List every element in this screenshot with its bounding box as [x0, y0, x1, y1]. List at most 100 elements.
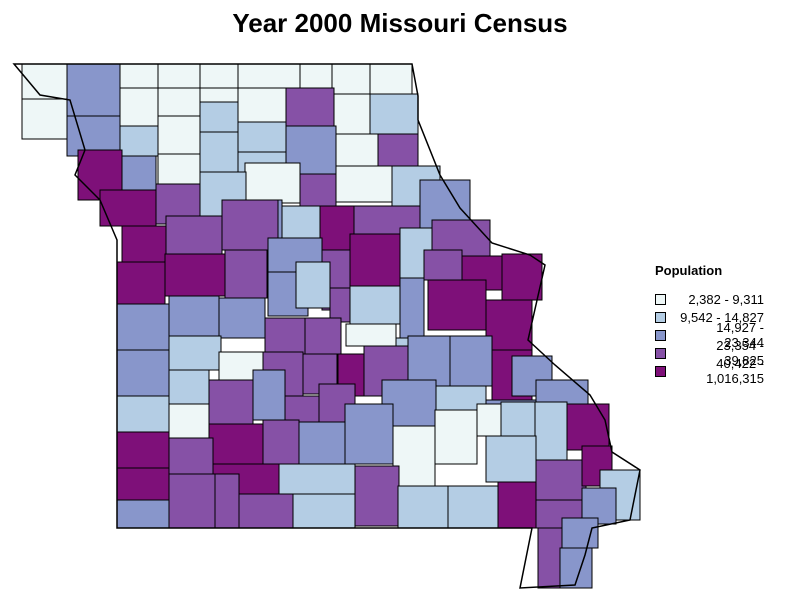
- legend-item: 23,354 - 39,825: [655, 338, 764, 368]
- county: [485, 435, 537, 483]
- county: [157, 115, 201, 155]
- county: [168, 295, 220, 337]
- county: [168, 437, 214, 475]
- county: [116, 303, 170, 351]
- county: [331, 63, 371, 95]
- legend-swatch: [655, 329, 666, 341]
- county: [299, 63, 333, 89]
- legend-title: Population: [655, 263, 723, 278]
- county: [278, 463, 356, 495]
- county: [423, 249, 463, 281]
- county: [168, 369, 210, 411]
- county: [534, 401, 568, 461]
- county: [208, 423, 264, 465]
- county: [500, 401, 536, 439]
- county: [214, 473, 240, 529]
- county: [537, 527, 563, 589]
- county: [119, 63, 159, 89]
- county: [199, 63, 239, 89]
- county: [377, 133, 419, 171]
- county: [449, 335, 493, 387]
- county: [199, 101, 239, 133]
- county: [121, 155, 157, 191]
- legend-label: 23,354 - 39,825: [716, 338, 764, 368]
- county: [21, 98, 68, 140]
- county: [116, 349, 170, 397]
- county: [119, 125, 159, 157]
- legend-item: 40,422 - 1,016,315: [655, 356, 764, 386]
- county: [497, 481, 537, 529]
- county: [208, 379, 254, 425]
- county: [116, 499, 170, 529]
- county: [284, 395, 320, 423]
- county: [335, 165, 393, 203]
- county: [295, 261, 331, 309]
- county: [561, 517, 599, 549]
- county: [447, 485, 499, 529]
- legend-label: 40,422 - 1,016,315: [706, 356, 764, 386]
- county: [165, 215, 223, 257]
- county: [511, 355, 553, 397]
- county: [304, 317, 342, 355]
- county: [99, 189, 157, 227]
- map-title: Year 2000 Missouri Census: [232, 8, 568, 38]
- county: [116, 395, 170, 433]
- county: [535, 459, 587, 501]
- county: [168, 335, 222, 371]
- county: [434, 409, 478, 465]
- county: [164, 253, 226, 297]
- county: [224, 249, 268, 299]
- county-layer: [21, 63, 641, 589]
- county: [157, 87, 201, 117]
- legend-item: 2,382 - 9,311: [655, 290, 764, 308]
- county: [157, 63, 201, 89]
- county: [566, 403, 610, 451]
- county: [285, 87, 335, 127]
- county: [485, 299, 533, 351]
- county: [349, 285, 401, 325]
- county: [349, 233, 401, 295]
- county: [298, 421, 346, 467]
- county: [121, 225, 167, 263]
- county: [116, 467, 170, 501]
- county: [319, 205, 355, 257]
- county: [501, 253, 543, 301]
- county: [244, 162, 301, 204]
- legend-label: 14,927 - 23,344: [716, 320, 764, 350]
- county: [237, 121, 287, 153]
- county: [116, 261, 166, 305]
- legend-swatch: [655, 347, 666, 359]
- county: [218, 297, 266, 339]
- county: [369, 93, 419, 135]
- county: [168, 403, 210, 439]
- county: [392, 425, 436, 489]
- county: [66, 115, 121, 157]
- county: [397, 485, 449, 529]
- legend-swatch: [655, 365, 666, 377]
- county: [292, 493, 356, 529]
- county: [157, 153, 201, 185]
- county: [354, 465, 400, 527]
- county: [252, 369, 286, 421]
- county: [369, 63, 413, 95]
- county: [329, 287, 351, 323]
- legend-item: 9,542 - 14,827: [655, 308, 764, 326]
- county: [238, 493, 294, 529]
- county: [66, 63, 121, 123]
- county: [344, 403, 394, 465]
- county: [168, 473, 216, 529]
- county: [237, 87, 287, 123]
- county: [119, 87, 159, 127]
- county: [335, 133, 379, 167]
- state-outline: [12, 63, 641, 589]
- county: [199, 131, 239, 173]
- legend-swatch: [655, 311, 666, 323]
- legend-swatch: [655, 293, 666, 305]
- legend-label: 9,542 - 14,827: [680, 309, 764, 325]
- legend: Population 2,382 - 9,311 9,542 - 14,827 14…: [655, 263, 764, 386]
- county: [476, 403, 502, 437]
- legend-item: 14,927 - 23,344: [655, 320, 764, 350]
- county: [345, 323, 397, 347]
- county: [237, 63, 301, 89]
